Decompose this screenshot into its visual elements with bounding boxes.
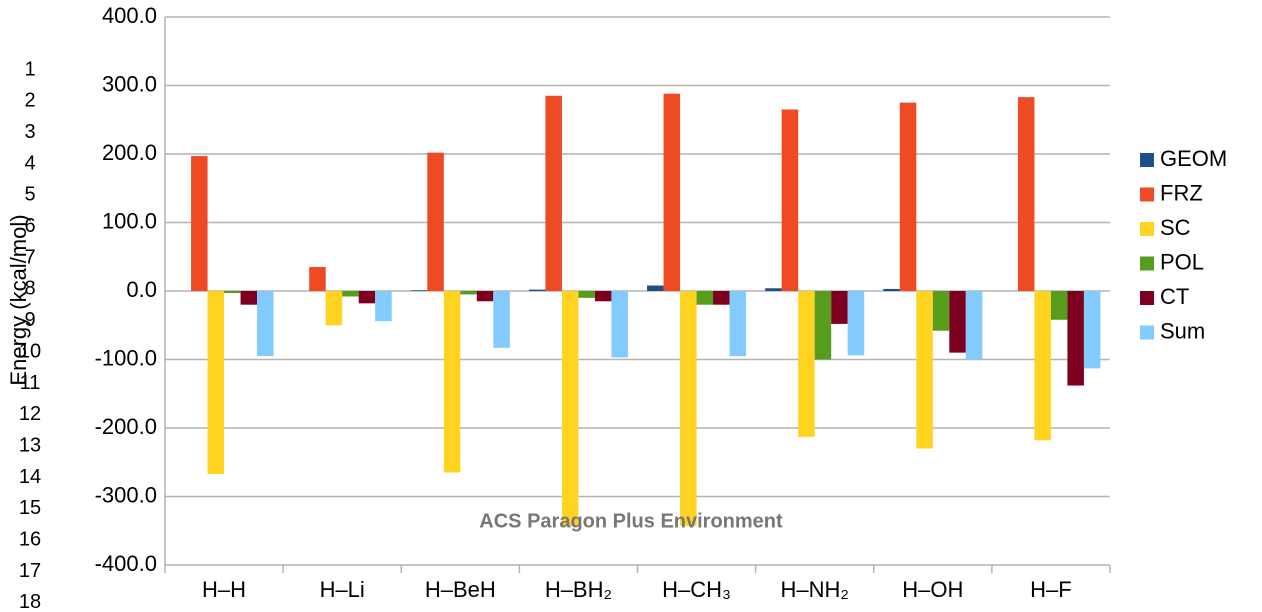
watermark: ACS Paragon Plus Environment	[479, 510, 783, 532]
x-tick-label: H–Li	[320, 577, 365, 602]
legend-swatch	[1140, 256, 1154, 271]
bar	[594, 291, 612, 302]
line-number: 13	[19, 434, 41, 456]
y-tick-label: 0.0	[126, 277, 157, 302]
bar	[545, 95, 562, 292]
bar	[916, 291, 933, 449]
bar	[611, 291, 628, 358]
line-number: 16	[19, 529, 41, 551]
line-number: 14	[19, 466, 41, 488]
bar	[1083, 291, 1101, 369]
bar	[1034, 291, 1051, 441]
bar	[257, 291, 274, 357]
legend-swatch	[1140, 187, 1154, 202]
bar	[561, 291, 579, 526]
legend-swatch	[1140, 222, 1154, 236]
bar	[965, 291, 983, 360]
bar	[358, 291, 376, 304]
line-number: 8	[24, 278, 35, 300]
bar	[663, 93, 681, 291]
line-number: 3	[24, 121, 35, 143]
bar	[713, 291, 730, 305]
line-number: 12	[19, 403, 41, 425]
x-tick-label: H–CH₃	[662, 577, 731, 602]
line-number: 7	[24, 246, 35, 268]
legend-swatch	[1140, 153, 1154, 167]
bar	[309, 267, 326, 291]
bar	[781, 109, 799, 291]
y-tick-label: -400.0	[95, 551, 157, 576]
bar	[1050, 291, 1068, 320]
bar	[765, 288, 782, 291]
legend-label: SC	[1160, 215, 1191, 240]
line-number: 18	[19, 591, 41, 612]
bar	[427, 152, 444, 291]
line-number: 15	[19, 497, 41, 519]
bar	[729, 291, 747, 357]
bar	[476, 291, 494, 302]
x-tick-label: H–NH₂	[780, 577, 848, 602]
bar	[847, 291, 865, 356]
bar	[831, 291, 848, 324]
bar	[460, 291, 477, 295]
legend-label: Sum	[1160, 318, 1205, 343]
y-tick-label: -200.0	[95, 414, 157, 439]
bar	[696, 291, 714, 305]
y-tick-label: -100.0	[95, 345, 157, 370]
x-tick-label: H–H	[202, 577, 246, 602]
y-tick-label: 200.0	[102, 140, 157, 165]
y-tick-label: -300.0	[95, 482, 157, 507]
bar	[949, 291, 966, 353]
bar	[410, 290, 428, 291]
y-tick-label: 100.0	[102, 208, 157, 233]
line-number: 10	[19, 340, 41, 362]
legend-swatch	[1140, 325, 1154, 340]
line-number: 2	[24, 90, 35, 112]
bar	[191, 156, 208, 291]
x-tick-label: H–F	[1030, 577, 1072, 602]
bar	[883, 288, 900, 291]
x-tick-label: H–BeH	[425, 577, 496, 602]
bar	[798, 291, 815, 437]
bar	[647, 285, 664, 291]
legend-label: CT	[1160, 284, 1189, 309]
bar	[680, 291, 697, 526]
y-axis-label: Energy (kcal/mol)	[6, 214, 31, 385]
bar	[240, 291, 258, 305]
line-number: 11	[20, 372, 41, 394]
legend-label: FRZ	[1160, 180, 1203, 205]
bar	[814, 291, 832, 360]
bar	[528, 289, 546, 291]
bar	[224, 291, 241, 294]
bar	[493, 291, 510, 348]
bar	[1067, 291, 1084, 386]
bar	[342, 291, 359, 297]
bar	[325, 291, 343, 326]
bar	[375, 291, 392, 322]
legend-label: POL	[1160, 249, 1204, 274]
line-number: 4	[24, 152, 35, 174]
line-number: 17	[19, 560, 41, 582]
bar	[899, 102, 917, 291]
x-tick-label: H–BH₂	[545, 577, 612, 602]
y-tick-label: 300.0	[102, 71, 157, 96]
y-tick-label: 400.0	[102, 3, 157, 28]
bar	[1017, 97, 1035, 292]
x-tick-label: H–OH	[902, 577, 963, 602]
line-number: 1	[24, 58, 35, 80]
line-number: 5	[24, 184, 35, 206]
bar	[578, 291, 595, 298]
legend-label: GEOM	[1160, 146, 1227, 171]
line-number: 9	[24, 309, 35, 331]
bar	[443, 291, 461, 473]
bar	[932, 291, 950, 331]
bar	[207, 291, 225, 474]
line-number: 6	[24, 215, 35, 237]
legend-swatch	[1140, 291, 1154, 305]
